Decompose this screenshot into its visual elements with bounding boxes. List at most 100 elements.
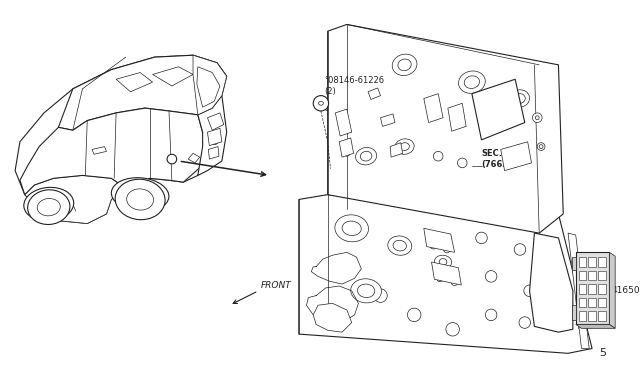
Polygon shape — [588, 270, 596, 280]
Circle shape — [540, 145, 543, 148]
Polygon shape — [472, 79, 525, 140]
Ellipse shape — [356, 147, 376, 165]
Polygon shape — [588, 298, 596, 307]
Ellipse shape — [115, 179, 165, 220]
Polygon shape — [576, 324, 615, 328]
Polygon shape — [588, 311, 596, 321]
Polygon shape — [152, 67, 193, 86]
Polygon shape — [424, 94, 443, 122]
Ellipse shape — [37, 199, 60, 216]
Circle shape — [519, 317, 531, 328]
Circle shape — [430, 242, 436, 249]
Polygon shape — [598, 311, 605, 321]
Ellipse shape — [458, 71, 485, 93]
Polygon shape — [207, 128, 222, 145]
Polygon shape — [299, 195, 592, 353]
Ellipse shape — [439, 259, 447, 265]
Ellipse shape — [28, 190, 70, 224]
Polygon shape — [198, 96, 227, 176]
Ellipse shape — [111, 178, 169, 212]
Circle shape — [486, 116, 496, 125]
Text: 5: 5 — [600, 348, 607, 358]
Polygon shape — [381, 114, 395, 126]
Circle shape — [519, 150, 527, 158]
Polygon shape — [568, 233, 589, 349]
Polygon shape — [588, 284, 596, 294]
Ellipse shape — [464, 76, 479, 89]
Ellipse shape — [351, 279, 381, 303]
Circle shape — [476, 232, 487, 244]
Circle shape — [408, 308, 421, 321]
Ellipse shape — [24, 187, 74, 221]
Circle shape — [374, 289, 387, 302]
Polygon shape — [92, 147, 106, 154]
Polygon shape — [579, 284, 586, 294]
Polygon shape — [572, 257, 576, 270]
Circle shape — [433, 151, 443, 161]
Circle shape — [542, 276, 552, 286]
Polygon shape — [335, 109, 352, 136]
Circle shape — [477, 99, 486, 108]
Polygon shape — [598, 284, 605, 294]
Circle shape — [532, 113, 542, 122]
Polygon shape — [116, 73, 152, 92]
Circle shape — [494, 97, 498, 102]
Text: FRONT: FRONT — [260, 281, 291, 290]
Circle shape — [485, 309, 497, 321]
Polygon shape — [197, 67, 220, 107]
Circle shape — [544, 296, 554, 305]
Ellipse shape — [388, 236, 412, 255]
Polygon shape — [572, 305, 576, 320]
Polygon shape — [431, 262, 461, 285]
Circle shape — [451, 112, 458, 118]
Ellipse shape — [395, 139, 414, 154]
Polygon shape — [576, 252, 609, 324]
Polygon shape — [424, 228, 454, 252]
Circle shape — [489, 119, 493, 122]
Polygon shape — [20, 108, 207, 195]
Polygon shape — [313, 303, 352, 332]
Circle shape — [340, 127, 348, 134]
Circle shape — [442, 237, 449, 244]
Polygon shape — [598, 270, 605, 280]
Circle shape — [546, 312, 556, 321]
Polygon shape — [58, 55, 227, 130]
Text: SEC.760
(76631): SEC.760 (76631) — [481, 150, 520, 169]
Circle shape — [449, 269, 456, 276]
Ellipse shape — [360, 151, 372, 161]
Ellipse shape — [510, 90, 529, 107]
Polygon shape — [339, 138, 354, 157]
Polygon shape — [609, 252, 615, 328]
Circle shape — [428, 232, 435, 239]
Circle shape — [537, 143, 545, 150]
Ellipse shape — [398, 59, 412, 71]
Circle shape — [436, 275, 444, 282]
Ellipse shape — [435, 255, 452, 269]
Circle shape — [540, 257, 549, 267]
Circle shape — [430, 112, 436, 118]
Circle shape — [535, 116, 540, 120]
Polygon shape — [500, 142, 531, 171]
Circle shape — [479, 102, 483, 105]
Ellipse shape — [400, 143, 410, 150]
Circle shape — [339, 117, 346, 124]
Ellipse shape — [358, 284, 375, 298]
Polygon shape — [193, 55, 227, 115]
Polygon shape — [579, 311, 586, 321]
Circle shape — [446, 323, 460, 336]
Polygon shape — [328, 25, 563, 233]
Ellipse shape — [392, 54, 417, 76]
Ellipse shape — [393, 240, 406, 251]
Ellipse shape — [342, 221, 362, 235]
Polygon shape — [579, 257, 586, 267]
Polygon shape — [207, 113, 224, 130]
Polygon shape — [529, 233, 573, 332]
Circle shape — [344, 150, 350, 156]
Polygon shape — [588, 257, 596, 267]
Polygon shape — [390, 143, 403, 157]
Circle shape — [167, 154, 177, 164]
Polygon shape — [448, 103, 466, 131]
Polygon shape — [579, 298, 586, 307]
Circle shape — [209, 135, 219, 145]
Circle shape — [458, 158, 467, 168]
